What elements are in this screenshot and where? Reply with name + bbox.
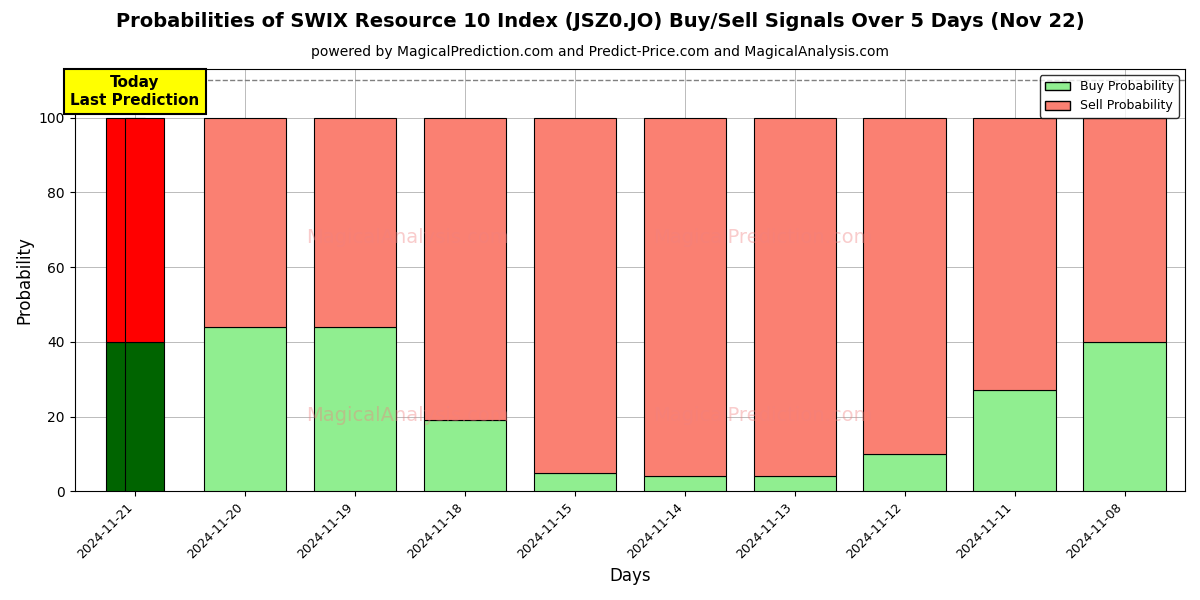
Bar <box>204 118 287 327</box>
Text: MagicalPrediction.com: MagicalPrediction.com <box>653 406 872 425</box>
Bar <box>534 473 616 491</box>
Bar <box>643 118 726 476</box>
Text: Today
Last Prediction: Today Last Prediction <box>71 75 199 107</box>
Text: powered by MagicalPrediction.com and Predict-Price.com and MagicalAnalysis.com: powered by MagicalPrediction.com and Pre… <box>311 45 889 59</box>
Bar <box>424 118 506 421</box>
Text: MagicalAnalysis.com: MagicalAnalysis.com <box>306 229 509 247</box>
Bar <box>107 342 145 491</box>
Bar <box>754 118 836 476</box>
Bar <box>1084 342 1165 491</box>
Bar <box>754 476 836 491</box>
Y-axis label: Probability: Probability <box>16 236 34 324</box>
Bar <box>643 476 726 491</box>
Bar <box>973 391 1056 491</box>
Text: MagicalAnalysis.com: MagicalAnalysis.com <box>306 406 509 425</box>
Bar <box>313 327 396 491</box>
Bar <box>126 118 164 342</box>
Bar <box>107 118 145 342</box>
Bar <box>313 118 396 327</box>
Text: Probabilities of SWIX Resource 10 Index (JSZ0.JO) Buy/Sell Signals Over 5 Days (: Probabilities of SWIX Resource 10 Index … <box>115 12 1085 31</box>
X-axis label: Days: Days <box>610 567 650 585</box>
Bar <box>424 421 506 491</box>
Bar <box>864 118 946 454</box>
Legend: Buy Probability, Sell Probability: Buy Probability, Sell Probability <box>1040 75 1178 118</box>
Bar <box>973 118 1056 391</box>
Bar <box>1084 118 1165 342</box>
Bar <box>864 454 946 491</box>
Bar <box>204 327 287 491</box>
Bar <box>534 118 616 473</box>
Text: MagicalPrediction.com: MagicalPrediction.com <box>653 229 872 247</box>
Bar <box>126 342 164 491</box>
